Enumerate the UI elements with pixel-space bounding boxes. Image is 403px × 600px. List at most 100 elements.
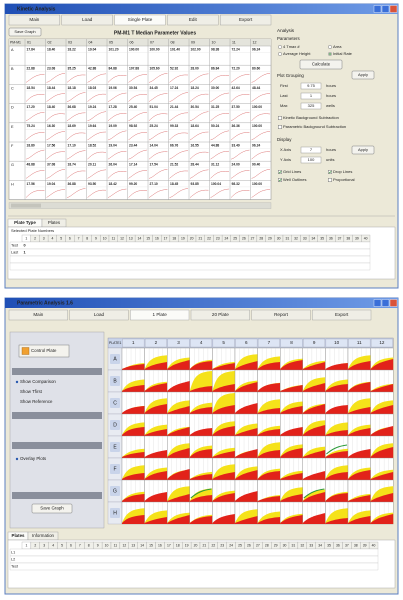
row-badge <box>110 376 120 386</box>
cell-value: 93.50 <box>88 182 96 186</box>
red-area <box>280 385 303 392</box>
red-area <box>212 451 235 458</box>
cell-curve <box>189 169 209 179</box>
menu-tab[interactable] <box>219 14 272 26</box>
table-header-label: 6 <box>70 543 72 547</box>
red-area <box>122 452 145 458</box>
menu-tab[interactable] <box>114 14 166 26</box>
option-label: Show Reference <box>20 399 53 404</box>
checkbox[interactable] <box>278 178 282 182</box>
cell-value: 36.36 <box>232 124 240 128</box>
input[interactable] <box>300 156 322 164</box>
red-area <box>257 471 281 480</box>
menu-tab[interactable] <box>167 14 219 26</box>
cell-curve <box>251 151 271 160</box>
table-header-label: 14 <box>140 543 144 547</box>
window-button[interactable] <box>373 299 382 307</box>
radio[interactable] <box>278 45 282 49</box>
row-label: F <box>113 466 116 472</box>
button[interactable] <box>351 145 375 155</box>
red-area <box>348 361 371 370</box>
cell-value: 84.88 <box>109 67 117 71</box>
input[interactable] <box>300 92 322 100</box>
row-badge <box>110 464 120 474</box>
field-unit: hours <box>326 93 336 98</box>
table-header-label: 29 <box>274 543 278 547</box>
cell-curve <box>66 74 86 83</box>
cell-curve <box>25 170 45 179</box>
cell-value: 24.00 <box>232 163 240 167</box>
menu-tab[interactable] <box>69 309 129 321</box>
field-value: 9.75 <box>307 83 316 88</box>
menu-tab[interactable] <box>190 309 250 321</box>
button[interactable] <box>351 70 375 80</box>
button[interactable] <box>18 344 70 358</box>
cell-value: 23.44 <box>129 143 137 147</box>
cell-value: 86.84 <box>211 67 219 71</box>
red-area <box>235 428 258 436</box>
table-header-label: 26 <box>242 236 246 240</box>
red-area <box>212 426 235 436</box>
section-header <box>12 442 102 449</box>
window-button[interactable] <box>389 5 398 13</box>
button[interactable] <box>299 59 343 70</box>
column-label: 05 <box>109 40 113 44</box>
red-area <box>189 428 213 436</box>
cell-curve <box>107 92 127 102</box>
red-area <box>235 403 258 414</box>
cell-curve <box>46 189 66 198</box>
window-button[interactable] <box>381 299 390 307</box>
window-button[interactable] <box>373 5 382 13</box>
table-header-label: 2 <box>34 236 36 240</box>
input[interactable] <box>300 82 322 90</box>
table-header-label: 37 <box>338 236 342 240</box>
button[interactable] <box>8 27 42 37</box>
menu-tab[interactable] <box>61 14 113 26</box>
menu-tab[interactable] <box>130 309 190 321</box>
checkbox[interactable] <box>328 178 332 182</box>
red-area <box>144 383 168 392</box>
red-area <box>302 362 326 370</box>
window-button[interactable] <box>381 5 390 13</box>
table-header-label: 19 <box>185 543 189 547</box>
menu-tab[interactable] <box>251 309 311 321</box>
table-header-label: 23 <box>216 236 220 240</box>
menu-tab-label: Main <box>33 312 43 317</box>
checkbox[interactable] <box>278 116 282 120</box>
cell-curve <box>230 74 250 83</box>
menu-tab[interactable] <box>8 14 60 26</box>
button[interactable] <box>31 503 73 514</box>
cell-curve <box>230 94 250 102</box>
cell-value: 107.88 <box>129 67 139 71</box>
cell-value: 18.44 <box>47 86 55 90</box>
menu-tab[interactable] <box>312 309 372 321</box>
checkbox[interactable] <box>328 170 332 174</box>
checkbox[interactable] <box>278 170 282 174</box>
cell-curve <box>66 132 86 141</box>
red-area <box>325 363 348 370</box>
table-header-label: 7 <box>79 543 81 547</box>
checkbox[interactable] <box>278 125 282 129</box>
radio[interactable] <box>328 45 332 49</box>
cell-value: 28.00 <box>191 67 199 71</box>
cell-value: 28.44 <box>191 163 199 167</box>
column-header <box>212 338 235 348</box>
scrollbar[interactable] <box>8 202 272 209</box>
radio[interactable] <box>278 52 282 56</box>
table-header-label: 14 <box>138 236 142 240</box>
menu-tab[interactable] <box>8 309 68 321</box>
cell-curve <box>189 189 209 198</box>
input[interactable] <box>300 102 322 110</box>
scrollbar-thumb[interactable] <box>11 203 41 208</box>
cell-value: 19.04 <box>109 143 117 147</box>
option-label: Overlay Plots <box>20 456 47 461</box>
cell-curve <box>66 112 86 122</box>
grid-header <box>9 39 271 46</box>
column-label: 11 <box>232 40 236 44</box>
input[interactable] <box>300 146 322 154</box>
cell-curve <box>148 168 168 179</box>
column-header <box>257 338 280 348</box>
column-label: 08 <box>171 40 175 44</box>
row-badge <box>110 486 120 496</box>
window-button[interactable] <box>389 299 398 307</box>
